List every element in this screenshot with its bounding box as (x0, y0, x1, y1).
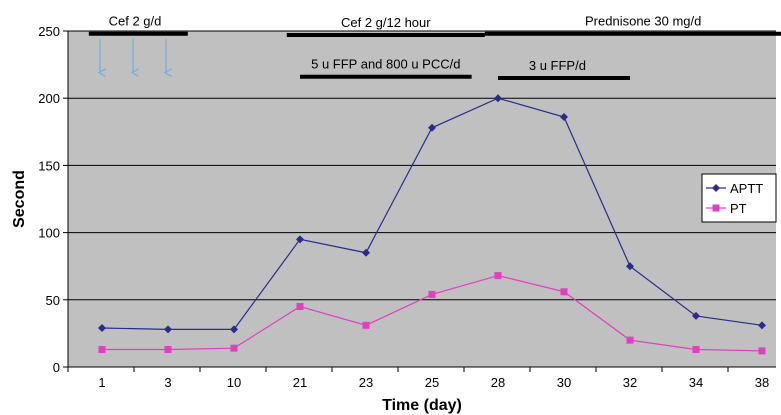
point-pt-25 (428, 290, 436, 298)
y-tick-label-0: 0 (53, 360, 60, 375)
point-pt-38 (758, 347, 766, 355)
annotations: Cef 2 g/d Cef 2 g/12 hour Prednisone 30 mg… (88, 14, 781, 81)
y-tick-label-150: 150 (38, 158, 60, 173)
x-tick-label-10: 10 (227, 375, 241, 390)
point-aptt-21 (296, 235, 304, 244)
legend-box (701, 173, 777, 223)
x-tick-label-3: 3 (164, 375, 171, 390)
legend-label-aptt: APTT (730, 181, 763, 196)
x-tick-label-21: 21 (293, 375, 307, 390)
x-tick-label-30: 30 (557, 375, 571, 390)
treatment-label-4: 3 u FFP/d (529, 58, 586, 73)
point-aptt-34 (692, 311, 700, 320)
point-pt-10 (230, 344, 238, 352)
treatment-label-1: Cef 2 g/12 hour (341, 15, 431, 30)
legend-marker-aptt (712, 184, 720, 192)
series (98, 94, 766, 355)
point-aptt-1 (98, 324, 106, 333)
treatment-label-0: Cef 2 g/d (109, 14, 162, 29)
x-tick-label-32: 32 (623, 375, 637, 390)
y-tick-label-200: 200 (38, 91, 60, 106)
point-aptt-10 (230, 325, 238, 334)
legend-marker-pt (712, 204, 720, 212)
axes: 0 50 100 150 200 250 1 3 10 21 23 25 28 30 32 34 38 (38, 24, 776, 390)
point-aptt-38 (758, 321, 766, 330)
y-tick-label-250: 250 (38, 24, 60, 39)
legend: APTT PT (701, 173, 777, 223)
point-pt-1 (98, 346, 106, 354)
x-tick-label-38: 38 (755, 375, 769, 390)
x-tick-label-25: 25 (425, 375, 439, 390)
y-tick-label-100: 100 (38, 226, 60, 241)
legend-label-pt: PT (730, 201, 747, 216)
point-pt-23 (362, 321, 370, 329)
x-tick-label-1: 1 (98, 375, 105, 390)
point-aptt-32 (626, 262, 634, 271)
treatment-label-2: Prednisone 30 mg/d (585, 14, 701, 29)
point-aptt-30 (560, 113, 568, 122)
plot-background (68, 31, 776, 367)
point-aptt-25 (428, 123, 436, 132)
point-aptt-3 (164, 325, 172, 334)
point-pt-34 (692, 346, 700, 354)
x-tick-label-23: 23 (359, 375, 373, 390)
treatment-label-3: 5 u FFP and 800 u PCC/d (311, 57, 460, 72)
y-tick-label-50: 50 (46, 293, 60, 308)
point-pt-30 (560, 288, 568, 296)
point-pt-3 (164, 346, 172, 354)
point-pt-28 (494, 272, 502, 280)
point-pt-21 (296, 303, 304, 311)
point-aptt-23 (362, 248, 370, 257)
y-axis-title: Second (11, 170, 28, 228)
gridlines (68, 30, 776, 301)
x-tick-label-28: 28 (491, 375, 505, 390)
point-aptt-28 (494, 94, 502, 103)
x-axis-title: Time (day) (382, 397, 462, 414)
x-tick-label-34: 34 (689, 375, 703, 390)
point-pt-32 (626, 336, 634, 344)
